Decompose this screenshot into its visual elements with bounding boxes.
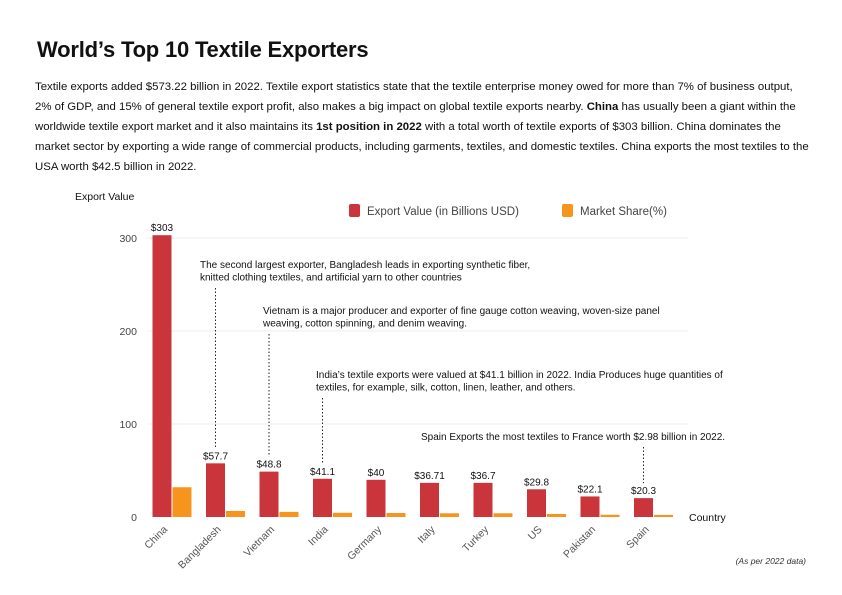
data-label: $36.71: [414, 471, 445, 482]
data-label: $36.7: [470, 471, 495, 482]
description-text-2: has usually been a giant within the worl…: [35, 101, 796, 133]
data-label: $303: [151, 223, 174, 234]
x-tick-label: China: [142, 524, 170, 552]
bar-export-value: [366, 479, 386, 517]
data-label: $29.8: [524, 477, 549, 488]
description-bold-china: China: [586, 101, 619, 113]
annotations: The second largest exporter, Bangladesh …: [200, 260, 725, 484]
bar-market-share: [600, 514, 620, 517]
annotation-text: knitted clothing textiles, and artificia…: [200, 273, 462, 284]
annotation-text: India’s textile exports were valued at $…: [316, 370, 723, 381]
y-tick-label: 100: [119, 419, 137, 431]
legend: Export Value (in Billions USD) Market Sh…: [349, 204, 667, 218]
annotation-text: Spain Exports the most textiles to Franc…: [421, 432, 725, 443]
x-tick-label: Spain: [624, 524, 652, 552]
data-label: $40: [368, 468, 385, 479]
annotation-text: The second largest exporter, Bangladesh …: [200, 260, 530, 271]
bar-export-value: [206, 463, 225, 517]
x-tick-label: Italy: [416, 523, 439, 546]
bar-market-share: [333, 512, 352, 517]
bar-export-value: [259, 471, 279, 517]
description-bold-position: 1st position in 2022: [316, 121, 422, 133]
y-tick-label: 200: [119, 326, 137, 338]
bar-export-value: [634, 498, 653, 517]
data-label: $20.3: [631, 486, 656, 497]
data-label: $41.1: [310, 467, 335, 478]
bar-export-value: [420, 482, 439, 517]
bar-market-share: [654, 514, 673, 517]
legend-swatch-share: [562, 204, 573, 217]
x-tick-label: Vietnam: [242, 523, 278, 559]
bar-market-share: [226, 510, 245, 517]
legend-label-share: Market Share(%): [580, 206, 667, 218]
y-tick-label: 0: [131, 512, 137, 524]
data-label: $22.1: [577, 484, 602, 495]
bars: [152, 235, 673, 517]
bar-market-share: [440, 513, 459, 517]
page-title: World’s Top 10 Textile Exporters: [37, 37, 369, 62]
description: Textile exports added $573.22 billion in…: [35, 77, 810, 177]
gridlines: 0 100 200 300: [119, 233, 688, 524]
bar-market-share: [493, 513, 513, 517]
x-tick-label: Turkey: [460, 523, 491, 554]
footnote: (As per 2022 data): [735, 556, 806, 566]
bar-export-value: [473, 482, 493, 517]
description-text-1: Textile exports added $573.22 billion in…: [35, 81, 793, 113]
legend-label-export: Export Value (in Billions USD): [367, 206, 519, 218]
bar-export-value: [313, 478, 332, 517]
y-axis-label: Export Value: [75, 191, 134, 203]
bar-export-value: [527, 489, 546, 517]
bar-market-share: [279, 511, 299, 517]
bar-export-value: [152, 235, 172, 517]
x-tick-label: Germany: [345, 523, 385, 563]
legend-swatch-export: [349, 204, 360, 217]
bar-market-share: [172, 487, 192, 517]
bar-market-share: [547, 513, 566, 517]
annotation-text: weaving, cotton spinning, and denim weav…: [262, 319, 467, 330]
data-label: $48.8: [256, 460, 281, 471]
bar-market-share: [386, 513, 406, 517]
annotation-text: Vietnam is a major producer and exporter…: [263, 306, 660, 317]
description-text-3: with a total worth of textile exports of…: [35, 121, 809, 173]
x-tick-label: Pakistan: [561, 524, 598, 561]
x-axis-label: Country: [689, 512, 727, 524]
data-label: $57.7: [203, 451, 228, 462]
y-tick-label: 300: [119, 233, 137, 245]
x-tick-label: India: [306, 524, 331, 549]
x-tick-label: Bangladesh: [176, 524, 224, 572]
x-tick-label: US: [526, 524, 545, 543]
annotation-text: textiles, for example, silk, cotton, lin…: [316, 383, 576, 394]
bar-export-value: [580, 496, 600, 517]
